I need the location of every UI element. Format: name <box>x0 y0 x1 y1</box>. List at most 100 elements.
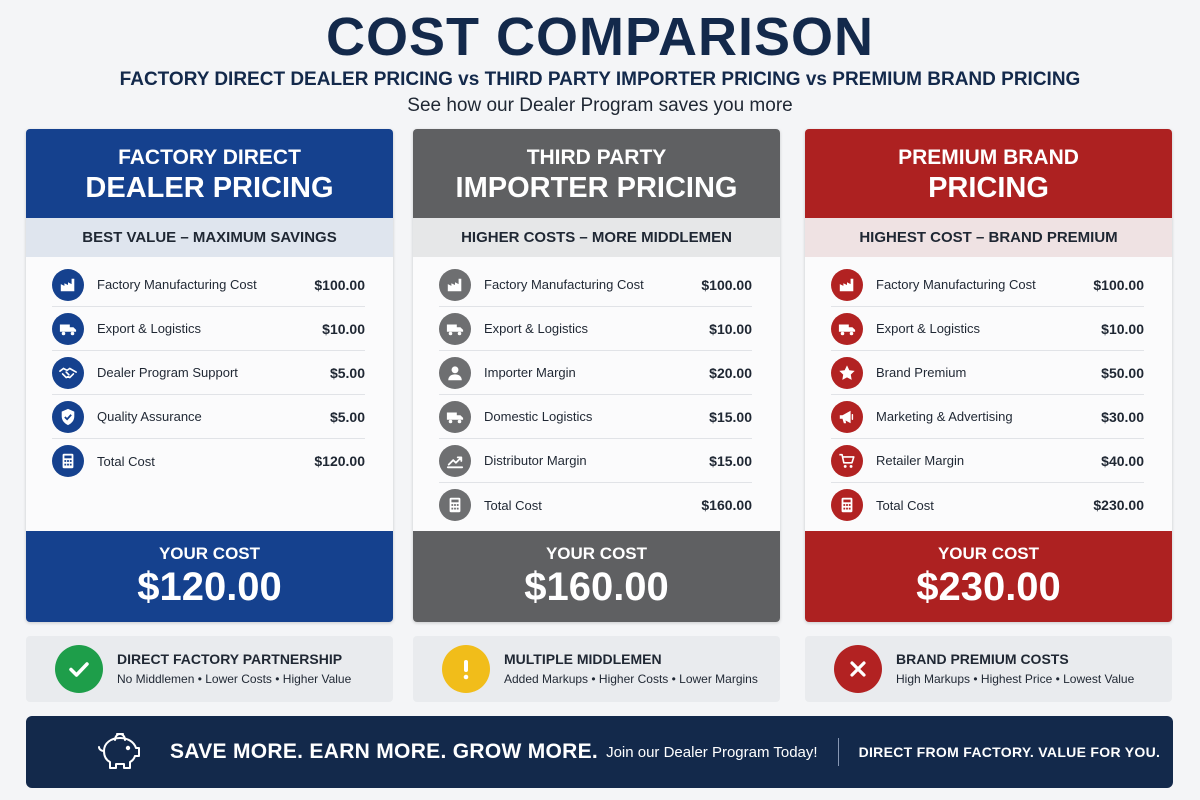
your-cost-value: $160.00 <box>524 565 669 609</box>
note-card: BRAND PREMIUM COSTS High Markups • Highe… <box>805 636 1172 702</box>
note-subtitle: No Middlemen • Lower Costs • Higher Valu… <box>117 672 352 686</box>
row-value: $10.00 <box>322 320 365 337</box>
your-cost-label: YOUR COST <box>545 544 648 563</box>
truck-icon <box>831 312 863 345</box>
note-title: BRAND PREMIUM COSTS <box>896 651 1069 667</box>
column-third-party: THIRD PARTY IMPORTER PRICING HIGHER COST… <box>413 129 780 702</box>
truck-icon <box>52 312 84 345</box>
truck-icon <box>439 400 471 433</box>
cost-row: Factory Manufacturing Cost $100.00 <box>439 263 752 307</box>
your-cost-value: $120.00 <box>137 565 282 609</box>
banner-join-text: Join our Dealer Program Today! <box>606 743 818 761</box>
cost-row: Importer Margin $20.00 <box>439 351 752 395</box>
cost-rows: Factory Manufacturing Cost $100.00 Expor… <box>805 257 1172 527</box>
cost-row: Distributor Margin $15.00 <box>439 439 752 483</box>
row-value: $230.00 <box>1093 497 1144 513</box>
card-header: FACTORY DIRECT DEALER PRICING <box>26 129 393 218</box>
cost-row: Dealer Program Support $5.00 <box>52 351 365 395</box>
row-value: $5.00 <box>329 364 365 381</box>
row-label: Brand Premium <box>876 365 967 380</box>
row-label: Factory Manufacturing Cost <box>876 277 1036 292</box>
row-value: $100.00 <box>1093 276 1144 293</box>
cost-row: Total Cost $230.00 <box>831 483 1144 527</box>
banner-headline: SAVE MORE. EARN MORE. GROW MORE. <box>170 740 599 763</box>
handshake-icon <box>52 356 84 389</box>
row-label: Total Cost <box>484 497 542 513</box>
calculator-icon <box>52 445 84 477</box>
calculator-icon <box>831 489 863 521</box>
cost-rows: Factory Manufacturing Cost $100.00 Expor… <box>26 257 393 483</box>
card-title-line1: THIRD PARTY <box>526 146 667 169</box>
row-value: $30.00 <box>1101 408 1144 425</box>
row-label: Export & Logistics <box>876 321 981 336</box>
card-title-line2: PRICING <box>928 172 1049 204</box>
your-cost-box: YOUR COST $160.00 <box>413 531 780 622</box>
cost-row: Factory Manufacturing Cost $100.00 <box>52 263 365 307</box>
row-label: Export & Logistics <box>484 321 589 336</box>
pricing-card: THIRD PARTY IMPORTER PRICING HIGHER COST… <box>413 129 780 622</box>
calculator-icon <box>439 489 471 521</box>
row-value: $40.00 <box>1101 452 1144 469</box>
exclamation-icon <box>442 645 490 693</box>
your-cost-label: YOUR COST <box>937 544 1040 563</box>
cost-row: Total Cost $160.00 <box>439 483 752 527</box>
column-premium-brand: PREMIUM BRAND PRICING HIGHEST COST – BRA… <box>805 129 1172 702</box>
card-header: PREMIUM BRAND PRICING <box>805 129 1172 218</box>
row-label: Export & Logistics <box>97 321 202 336</box>
row-label: Marketing & Advertising <box>876 409 1013 424</box>
cart-icon <box>831 444 863 477</box>
row-value: $15.00 <box>709 408 752 425</box>
row-label: Factory Manufacturing Cost <box>97 277 257 292</box>
cost-row: Export & Logistics $10.00 <box>831 307 1144 351</box>
row-label: Distributor Margin <box>484 453 587 468</box>
factory-icon <box>52 268 84 301</box>
note-card: DIRECT FACTORY PARTNERSHIP No Middlemen … <box>26 636 393 702</box>
cost-row: Retailer Margin $40.00 <box>831 439 1144 483</box>
star-icon <box>831 356 863 389</box>
note-subtitle: Added Markups • Higher Costs • Lower Mar… <box>504 672 758 686</box>
cost-row: Factory Manufacturing Cost $100.00 <box>831 263 1144 307</box>
row-label: Domestic Logistics <box>484 409 593 424</box>
note-card: MULTIPLE MIDDLEMEN Added Markups • Highe… <box>413 636 780 702</box>
note-title: DIRECT FACTORY PARTNERSHIP <box>117 651 343 667</box>
column-factory-direct: FACTORY DIRECT DEALER PRICING BEST VALUE… <box>26 129 393 702</box>
card-strip: BEST VALUE – MAXIMUM SAVINGS <box>26 218 393 257</box>
row-value: $160.00 <box>701 497 752 513</box>
row-label: Importer Margin <box>484 365 576 380</box>
shield-check-icon <box>52 400 84 433</box>
card-title-line1: PREMIUM BRAND <box>898 146 1079 169</box>
card-title-line1: FACTORY DIRECT <box>118 146 301 169</box>
megaphone-icon <box>831 400 863 433</box>
row-value: $10.00 <box>709 320 752 337</box>
row-value: $10.00 <box>1101 320 1144 337</box>
page-title: COST COMPARISON <box>325 7 874 67</box>
pricing-card: FACTORY DIRECT DEALER PRICING BEST VALUE… <box>26 129 393 622</box>
your-cost-box: YOUR COST $120.00 <box>26 531 393 622</box>
pricing-card: PREMIUM BRAND PRICING HIGHEST COST – BRA… <box>805 129 1172 622</box>
row-label: Dealer Program Support <box>97 365 238 380</box>
note-subtitle: High Markups • Highest Price • Lowest Va… <box>896 672 1135 686</box>
row-value: $100.00 <box>314 276 365 293</box>
page-tagline: See how our Dealer Program saves you mor… <box>407 95 793 116</box>
your-cost-label: YOUR COST <box>158 544 261 563</box>
row-value: $5.00 <box>329 408 365 425</box>
piggy-bank-icon <box>94 727 144 777</box>
truck-icon <box>439 312 471 345</box>
row-value: $50.00 <box>1101 364 1144 381</box>
row-label: Total Cost <box>876 497 934 513</box>
row-label: Total Cost <box>97 453 155 469</box>
note-title: MULTIPLE MIDDLEMEN <box>504 651 662 667</box>
row-label: Quality Assurance <box>97 409 202 424</box>
banner-right-text: DIRECT FROM FACTORY. VALUE FOR YOU. <box>858 744 1161 760</box>
row-value: $15.00 <box>709 452 752 469</box>
trend-chart-icon <box>439 444 471 477</box>
cost-row: Total Cost $120.00 <box>52 439 365 483</box>
card-header: THIRD PARTY IMPORTER PRICING <box>413 129 780 218</box>
factory-icon <box>439 268 471 301</box>
page-subtitle: FACTORY DIRECT DEALER PRICING vs THIRD P… <box>119 69 1081 90</box>
row-label: Retailer Margin <box>876 453 965 468</box>
card-title-line2: IMPORTER PRICING <box>455 172 738 204</box>
person-icon <box>439 356 471 389</box>
card-strip: HIGHEST COST – BRAND PREMIUM <box>805 218 1172 257</box>
banner-divider <box>837 738 839 766</box>
